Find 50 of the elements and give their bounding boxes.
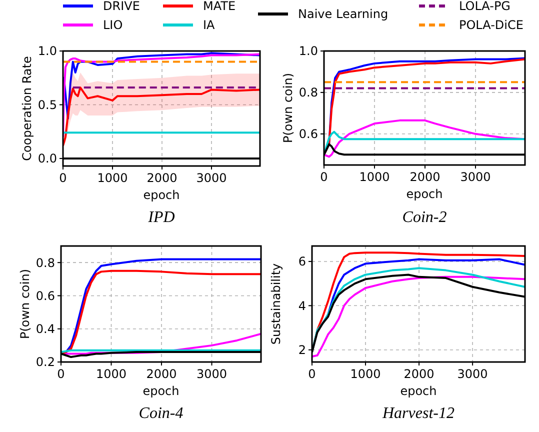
x-axis-title: epoch [143,188,180,202]
text: Harvest-12 [382,405,454,422]
y-tick-label: 0.0 [38,152,57,166]
legend-label: MATE [203,0,236,14]
x-tick-label: 3000 [460,170,491,184]
legend-label: LOLA-PG [459,0,510,14]
x-tick-label: 2000 [410,170,440,184]
y-tick-label: 2 [298,343,306,358]
y-axis-title: P(own coin) [281,72,295,144]
text: Coin-2 [402,209,447,226]
y-tick-label: 0.4 [36,322,55,336]
y-tick-label: 0.5 [38,98,57,112]
x-tick-label: 0 [308,367,316,381]
x-tick-label: 2000 [146,171,178,185]
x-tick-label: 2000 [146,367,177,381]
line-series [63,52,260,120]
y-tick-label: 0.6 [36,288,55,303]
y-axis-title: P(own coin) [18,268,32,340]
y-tick-label: 1.0 [38,44,57,58]
y-axis-title: Sustainability [269,263,283,345]
x-tick-label: 0 [320,170,328,184]
y-tick-label: 0.8 [298,86,318,100]
y-tick-label: 1.0 [298,44,318,58]
legend-label: IA [203,18,216,32]
x-tick-label: 3000 [457,367,488,381]
line-series [63,86,260,147]
y-tick-label: 4 [298,298,306,313]
legend-label: DRIVE [103,0,140,14]
x-tick-label: 0 [57,367,65,381]
text: Coin-4 [138,405,184,422]
x-tick-label: 1000 [350,367,381,381]
y-axis-title: Cooperation Rate [20,56,34,161]
x-tick-label: 0 [59,171,67,185]
legend-label: Naive Learning [298,7,388,22]
x-tick-label: 2000 [404,367,434,381]
x-tick-label: 1000 [97,171,128,185]
x-tick-label: 3000 [196,171,227,185]
y-tick-label: 0.8 [36,256,55,270]
x-tick-label: 3000 [196,367,228,381]
y-tick-label: 0.6 [298,127,318,142]
x-axis-title: epoch [142,384,180,398]
x-tick-label: 1000 [96,367,127,381]
x-axis-title: epoch [400,384,437,398]
y-tick-label: 6 [298,254,306,269]
legend-label: LIO [103,18,123,32]
legend-label: POLA-DiCE [459,18,524,32]
y-tick-label: 0.2 [36,355,55,370]
x-axis-title: epoch [406,187,443,201]
x-tick-label: 1000 [359,170,390,184]
text: IPD [147,209,176,226]
